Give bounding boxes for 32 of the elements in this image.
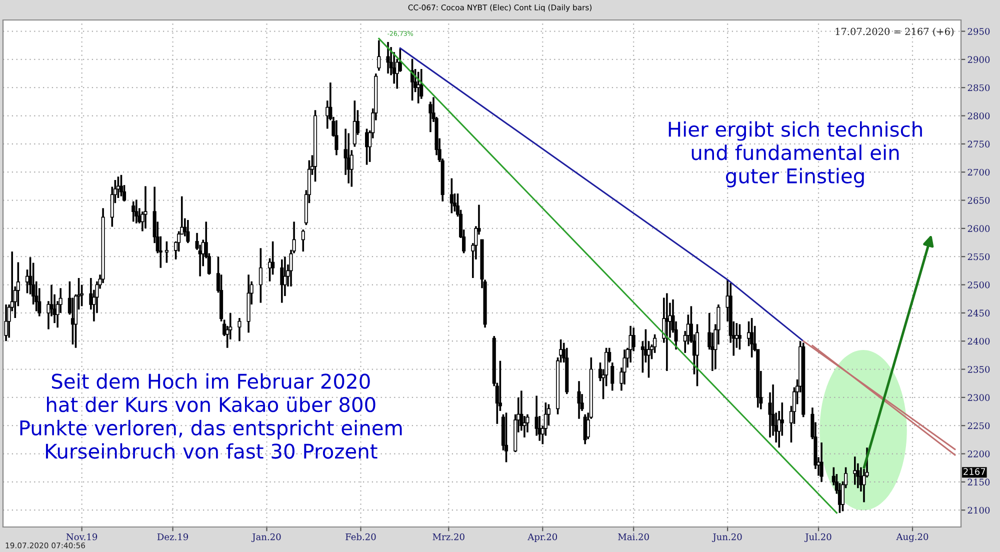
y-tick-label: 2200 [968, 450, 990, 458]
x-tick-label: Mrz.20 [432, 533, 464, 540]
x-tick-label: Mai.20 [618, 533, 649, 540]
y-tick-label: 2700 [968, 168, 990, 176]
x-tick-label: Nov.19 [66, 533, 98, 540]
x-tick-label: Jan.20 [251, 533, 281, 542]
x-tick-label: Feb.20 [346, 533, 376, 540]
text: 2167 [964, 468, 986, 475]
y-tick-label: 2600 [968, 225, 990, 232]
y-tick-label: 2300 [968, 394, 990, 401]
y-tick-label: 2950 [968, 28, 990, 35]
x-tick-label: Aug.20 [896, 533, 928, 542]
y-tick-label: 2350 [968, 366, 990, 373]
y-tick-label: 2900 [968, 56, 990, 63]
y-tick-label: 2400 [968, 338, 990, 345]
y-tick-label: 2450 [968, 310, 990, 316]
annotation: Hier ergibt sich technisch und fundamental ein guter Einstieg [668, 121, 922, 188]
y-tick-label: 2850 [968, 84, 990, 92]
y-tick-label: 2500 [968, 281, 990, 288]
y-tick-label: 2100 [968, 506, 990, 514]
x-tick-label: Apr.20 [528, 533, 558, 542]
annotation: 17.07.2020 = 2167 (+6) [836, 28, 954, 37]
x-tick-label: Dez.19 [157, 533, 188, 540]
y-tick-label: 2800 [968, 112, 990, 120]
y-tick-label: 2550 [968, 253, 990, 260]
y-tick-label: 2750 [968, 140, 990, 148]
annotation: Seit dem Hoch im Februar 2020 hat der Kurs von Kakao über 800 Punkte verloren, das entspricht einem Kurseinbruch von fast 30 Prozent [20, 373, 402, 459]
x-tick-label: Jul.20 [804, 533, 832, 542]
y-tick-label: 2250 [968, 422, 990, 430]
y-tick-label: 2650 [968, 196, 990, 204]
x-tick-label: Jun.20 [712, 533, 742, 542]
y-tick-label: 2150 [968, 478, 990, 486]
